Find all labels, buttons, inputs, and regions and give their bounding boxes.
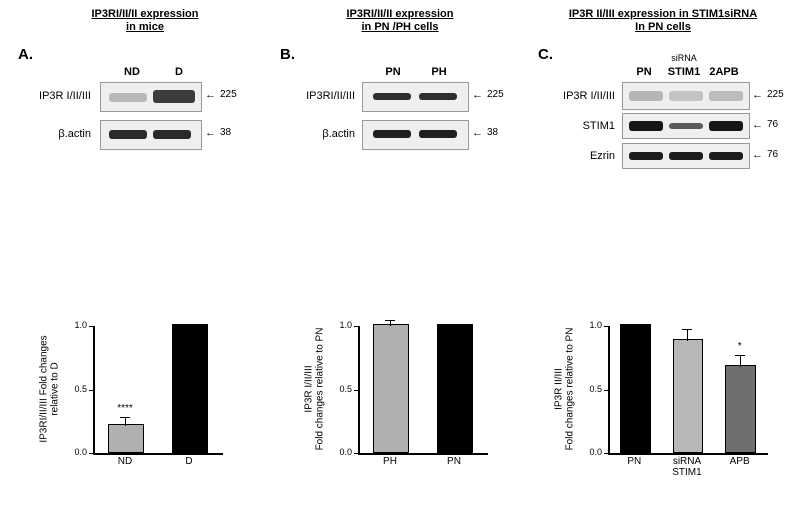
bar (172, 324, 208, 453)
mw-arrow: ← (752, 150, 763, 161)
row-label: STIM1 (540, 120, 615, 132)
panel-c-title: IP3R II/III expression in STIM1siRNAIn P… (538, 8, 788, 34)
lane-header: PN (624, 66, 664, 78)
blot-box (362, 120, 469, 150)
sirna-header: siRNA (664, 53, 704, 63)
mw-label: 38 (220, 127, 231, 138)
ytick (354, 326, 358, 327)
mw-arrow: ← (472, 90, 483, 101)
lane-header: PH (420, 66, 458, 78)
mw-label: 225 (767, 89, 784, 100)
lane-header: 2APB (704, 66, 744, 78)
bar (108, 424, 144, 453)
chart-b: 0.00.51.0PHPNIP3R I/II/IIIFold changes r… (320, 320, 490, 485)
blot-box (362, 82, 469, 112)
band (629, 152, 663, 160)
row-label: IP3R I/II/III (16, 90, 91, 102)
y-axis-label: IP3R I/II/IIIFold changes relative to PN (303, 325, 325, 452)
y-axis-label: IP3RI/II/III Fold changesrelative to D (38, 325, 60, 452)
error-cap (120, 417, 130, 418)
blot-box (100, 82, 202, 112)
ytick (89, 390, 93, 391)
error-cap (735, 355, 745, 356)
ytick (604, 326, 608, 327)
band (669, 91, 703, 101)
ytick (354, 453, 358, 454)
row-label: β.actin (280, 128, 355, 140)
mw-label: 38 (487, 127, 498, 138)
band (373, 130, 411, 138)
band (109, 93, 147, 102)
band (153, 90, 195, 103)
band (709, 91, 743, 101)
row-label: Ezrin (540, 150, 615, 162)
x-label: PN (608, 457, 661, 468)
bar (620, 324, 651, 453)
mw-label: 225 (220, 89, 237, 100)
mw-arrow: ← (205, 90, 216, 101)
ytick (354, 390, 358, 391)
mw-label: 76 (767, 119, 778, 130)
ytick (604, 453, 608, 454)
mw-arrow: ← (472, 128, 483, 139)
lane-header: STIM1 (664, 66, 704, 78)
panel-a-title: IP3RI/II/II expressionin mice (40, 8, 250, 34)
band (629, 121, 663, 131)
chart-a: 0.00.51.0****NDDIP3RI/II/III Fold change… (55, 320, 225, 485)
y-axis-label: IP3R II/IIIFold changes relative to PN (553, 325, 575, 452)
band (669, 152, 703, 160)
row-label: β.actin (16, 128, 91, 140)
x-label: ND (93, 457, 157, 468)
band (629, 91, 663, 101)
panel-a-label: A. (18, 46, 33, 63)
error-cap (682, 329, 692, 330)
band (373, 93, 411, 100)
mw-label: 225 (487, 89, 504, 100)
x-label: D (157, 457, 221, 468)
bar (725, 365, 756, 453)
panel-b-label: B. (280, 46, 295, 63)
panel-b-title: IP3RI/II/II expressionin PN /PH cells (290, 8, 510, 34)
lane-header: ND (113, 66, 151, 78)
bar (373, 324, 409, 453)
panel-c-label: C. (538, 46, 553, 63)
mw-arrow: ← (752, 90, 763, 101)
error-bar (687, 329, 688, 342)
mw-label: 76 (767, 149, 778, 160)
bar (437, 324, 473, 453)
band (419, 130, 457, 138)
blot-box (622, 113, 750, 139)
blot-box (622, 143, 750, 169)
error-bar (740, 355, 741, 366)
band (709, 121, 743, 131)
significance-marker: **** (110, 403, 140, 414)
row-label: IP3RI/II/III (280, 90, 355, 102)
band (709, 152, 743, 160)
band (153, 130, 191, 139)
band (109, 130, 147, 139)
significance-marker: * (725, 341, 755, 352)
x-label: PH (358, 457, 422, 468)
bar (673, 339, 704, 453)
band (669, 123, 703, 129)
blot-box (100, 120, 202, 150)
lane-header: PN (374, 66, 412, 78)
mw-arrow: ← (205, 128, 216, 139)
error-cap (385, 320, 395, 321)
blot-box (622, 82, 750, 110)
ytick (89, 453, 93, 454)
mw-arrow: ← (752, 120, 763, 131)
x-label: siRNASTIM1 (661, 457, 714, 478)
error-bar (125, 417, 126, 426)
ytick (604, 390, 608, 391)
chart-c: 0.00.51.0PNsiRNASTIM1*APBIP3R II/IIIFold… (570, 320, 770, 485)
band (419, 93, 457, 100)
ytick (89, 326, 93, 327)
x-label: APB (713, 457, 766, 468)
x-label: PN (422, 457, 486, 468)
lane-header: D (160, 66, 198, 78)
row-label: IP3R I/II/III (540, 90, 615, 102)
